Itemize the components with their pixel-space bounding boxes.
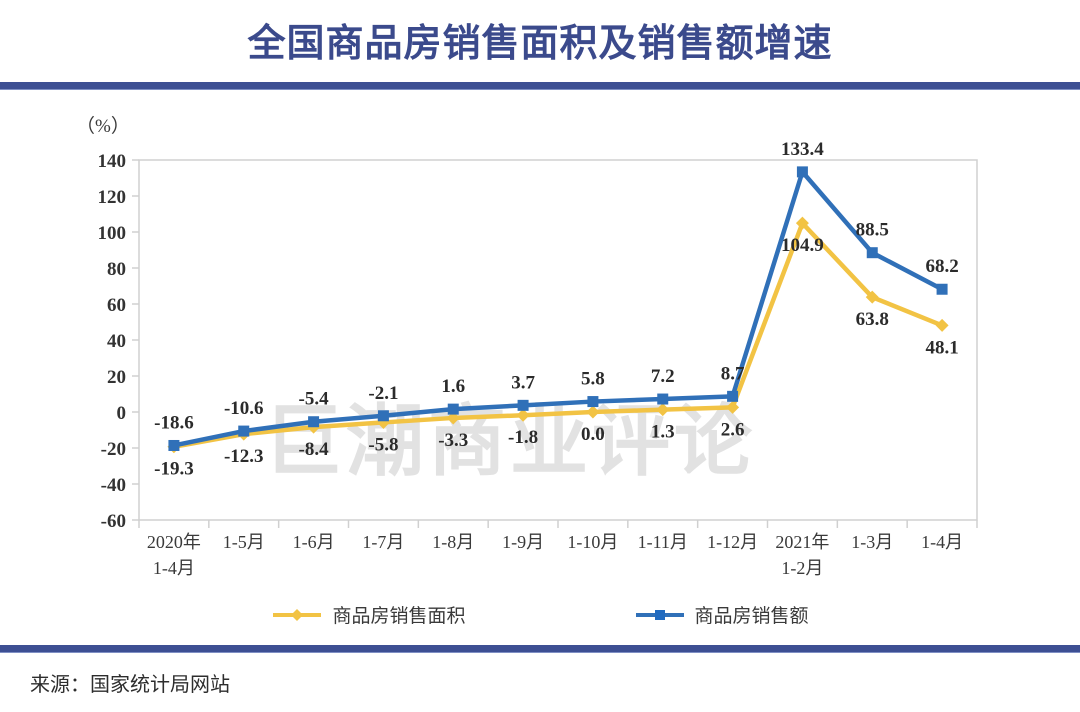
data-point-label: -1.8: [508, 427, 538, 448]
data-point-label: 104.9: [781, 235, 824, 256]
data-point-label: 133.4: [781, 139, 824, 160]
x-axis-tick-label: 1-10月: [567, 532, 618, 552]
divider-bottom: [0, 645, 1080, 652]
data-point-marker: [656, 403, 670, 417]
y-axis-tick-label: -40: [101, 475, 126, 496]
data-point-label: -5.4: [299, 389, 330, 410]
data-point-label: -18.6: [154, 412, 194, 433]
x-axis-tick-label: 1-5月: [223, 532, 265, 552]
x-axis-tick-label: 2020年: [147, 532, 201, 552]
x-axis-tick-label: 2021年: [775, 532, 829, 552]
x-axis-tick-label: 1-12月: [707, 532, 758, 552]
x-axis-tick-label: 1-2月: [781, 558, 823, 578]
data-point-marker: [727, 390, 739, 402]
data-point-label: 7.2: [651, 366, 675, 387]
data-point-label: 63.8: [856, 309, 889, 330]
y-axis-tick-label: -20: [101, 439, 126, 460]
y-axis-tick-label: 0: [117, 403, 127, 424]
y-axis-tick-label: 120: [98, 187, 127, 208]
y-axis-tick-label: 100: [98, 223, 127, 244]
data-point-marker: [587, 396, 599, 408]
legend-label-area: 商品房销售面积: [332, 606, 466, 627]
legend-item-amount[interactable]: 商品房销售额: [634, 601, 809, 628]
y-axis-unit-label: （%）: [76, 116, 130, 137]
x-axis-tick-label: 1-7月: [362, 532, 404, 552]
data-point-marker: [446, 411, 460, 425]
source-label: 来源：国家统计局网站: [30, 674, 230, 696]
x-axis-tick-label: 1-3月: [851, 532, 893, 552]
data-point-label: -5.8: [368, 434, 398, 455]
data-point-marker: [866, 247, 878, 259]
data-point-label: -8.4: [299, 439, 330, 460]
x-axis-tick-label: 1-11月: [638, 532, 688, 552]
y-axis-tick-label: -60: [101, 511, 126, 532]
data-point-marker: [168, 439, 180, 451]
y-axis-tick-label: 20: [107, 367, 126, 388]
data-point-marker: [586, 405, 600, 419]
data-point-marker: [935, 318, 949, 332]
data-point-marker: [308, 416, 320, 428]
data-point-label: -3.3: [438, 430, 468, 451]
series-line-amount: [171, 169, 945, 448]
data-point-marker: [936, 283, 948, 295]
data-point-label: 5.8: [581, 369, 605, 390]
data-point-marker: [726, 400, 740, 414]
data-point-marker: [238, 425, 250, 437]
data-point-label: 1.3: [651, 422, 675, 443]
y-axis-tick-label: 60: [107, 295, 126, 316]
data-point-label: 8.7: [721, 363, 745, 384]
data-point-label: 48.1: [925, 337, 958, 358]
page-title: 全国商品房销售面积及销售额增速: [247, 23, 833, 65]
x-axis-tick-label: 1-8月: [432, 532, 474, 552]
data-point-marker: [516, 408, 530, 422]
data-point-label: 3.7: [511, 372, 535, 393]
data-point-label: 2.6: [721, 419, 745, 440]
x-axis-tick-label: 1-4月: [921, 532, 963, 552]
data-point-marker: [795, 216, 809, 230]
data-point-marker: [865, 290, 879, 304]
legend-item-area[interactable]: 商品房销售面积: [271, 601, 466, 628]
x-axis-tick-label: 1-9月: [502, 532, 544, 552]
data-point-label: -10.6: [224, 398, 264, 419]
data-point-marker: [517, 399, 529, 411]
plot-border: [138, 159, 978, 521]
y-axis-tick-label: 80: [107, 259, 126, 280]
chart-legend: 商品房销售面积 商品房销售额: [0, 601, 1080, 628]
legend-swatch-area-icon: [273, 608, 322, 621]
data-point-label: 88.5: [856, 220, 889, 241]
data-point-marker: [657, 393, 669, 405]
data-point-label: 1.6: [441, 376, 465, 397]
data-point-label: -19.3: [154, 459, 194, 480]
x-axis-tick-label: 1-6月: [293, 532, 335, 552]
page-header: 全国商品房销售面积及销售额增速: [0, 0, 1080, 84]
legend-swatch-amount-icon: [635, 609, 684, 620]
divider-top: [0, 82, 1080, 89]
series-line-area: [171, 220, 945, 449]
y-axis-tick-label: 40: [107, 331, 126, 352]
chart-container: （%） 巨潮商业评论 140 120 100 80 60 40 20 0 -20 -40 -60 20…: [0, 89, 1080, 645]
x-axis-tick-label: 1-4月: [153, 558, 195, 578]
line-chart-plot: 140 120 100 80 60 40 20 0 -20 -40 -60 2020年 1-4月 1-5月…: [98, 139, 978, 578]
data-point-label: 68.2: [925, 256, 958, 277]
data-point-label: 0.0: [581, 424, 605, 445]
y-axis-tick-label: 140: [98, 151, 127, 172]
legend-label-amount: 商品房销售额: [694, 606, 809, 627]
data-point-label: -12.3: [224, 446, 264, 467]
data-point-marker: [796, 166, 808, 178]
data-point-label: -2.1: [368, 383, 398, 404]
data-point-marker: [377, 410, 389, 422]
data-point-marker: [447, 403, 459, 415]
